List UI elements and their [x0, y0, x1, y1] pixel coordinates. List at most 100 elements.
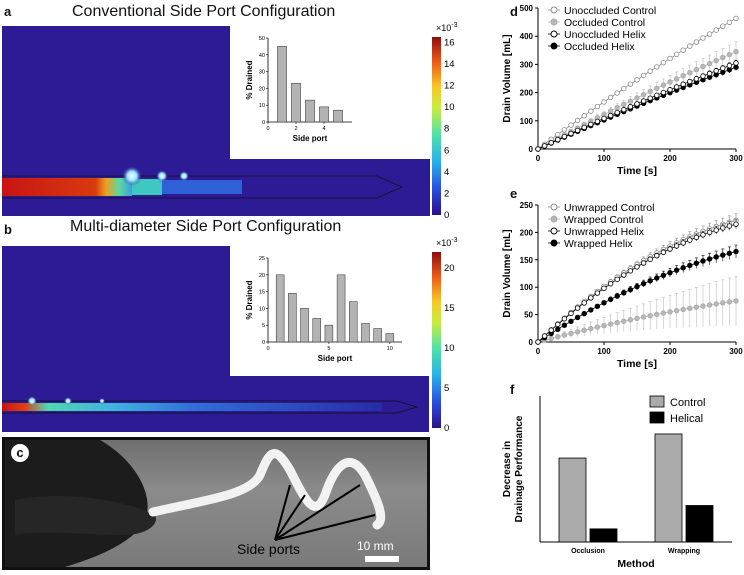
data-point — [687, 262, 693, 269]
data-point — [594, 324, 601, 330]
panel-a-colorbar: 16 14 12 10 8 6 4 2 0 ×10-3 — [430, 14, 470, 224]
data-point — [588, 121, 594, 128]
data-point — [640, 314, 647, 320]
data-point — [647, 88, 653, 95]
data-point — [561, 332, 568, 338]
data-point — [660, 249, 667, 256]
bar — [324, 324, 334, 343]
colorbar-tick-label: 2 — [444, 188, 449, 199]
data-point — [667, 269, 673, 276]
data-point — [588, 108, 594, 114]
bar — [277, 46, 287, 123]
data-point — [574, 314, 581, 321]
y-tick-label: 5 — [262, 323, 265, 329]
data-point — [660, 310, 667, 316]
catheter-tube — [2, 403, 382, 411]
data-point — [673, 307, 680, 314]
x-tick-label: 100 — [597, 347, 611, 356]
data-point — [568, 122, 574, 128]
data-point — [687, 78, 693, 85]
data-point — [706, 256, 713, 262]
y-tick-label: 300 — [520, 60, 534, 69]
data-point — [660, 272, 667, 278]
data-point — [588, 325, 594, 332]
y-tick-label: 200 — [520, 228, 534, 237]
data-point — [733, 60, 739, 66]
data-point — [601, 99, 607, 105]
legend-label: Wrapped Control — [564, 214, 643, 226]
data-point — [726, 62, 733, 69]
y-axis-label: % Drained — [245, 60, 254, 99]
data-point — [581, 310, 587, 317]
data-point — [614, 319, 620, 326]
legend-marker — [550, 203, 558, 211]
data-point — [634, 95, 640, 101]
y-axis-label: % Drained — [245, 280, 254, 319]
data-point — [574, 305, 581, 311]
data-point — [568, 310, 574, 317]
legend-label: Unoccluded Helix — [564, 29, 646, 41]
data-point — [627, 98, 634, 104]
panel-a-inset-svg: 0 10 20 30 40 50 0 2 4 Side port % Drained — [245, 36, 352, 143]
data-point — [706, 31, 713, 37]
legend-marker — [550, 215, 558, 223]
data-point — [720, 54, 726, 61]
data-point — [693, 39, 700, 45]
bar — [373, 328, 382, 343]
data-point — [614, 276, 620, 283]
bar — [319, 106, 329, 123]
legend-marker — [550, 6, 558, 14]
data-point — [581, 113, 587, 119]
bar — [589, 528, 618, 543]
colorbar-tick-label: 0 — [444, 423, 449, 434]
x-tick-label: 2 — [294, 126, 297, 132]
colorbar-tick-label: 15 — [444, 303, 455, 314]
scale-bar-label: 10 mm — [357, 539, 394, 553]
data-point — [555, 321, 561, 328]
port-glow — [27, 396, 37, 406]
data-point — [640, 72, 647, 79]
y-axis-label-line2: Drainage Performance — [514, 415, 525, 522]
y-tick-label: 10 — [259, 103, 265, 109]
bar — [558, 457, 587, 543]
data-point — [654, 64, 660, 70]
data-point — [574, 127, 581, 134]
data-point — [548, 335, 554, 342]
colorbar-tick-label: 10 — [444, 102, 455, 113]
scale-bar — [365, 556, 399, 562]
data-point — [647, 312, 653, 319]
data-point — [700, 258, 706, 264]
legend-marker — [550, 227, 558, 235]
data-point — [733, 298, 739, 304]
data-point — [647, 278, 653, 284]
x-tick-label: Wrapping — [668, 548, 700, 555]
data-point — [706, 70, 713, 77]
data-point — [601, 322, 607, 329]
colorbar-rect — [432, 37, 441, 215]
data-point — [601, 300, 607, 306]
legend-marker — [550, 30, 558, 38]
panel-b-title: Multi-diameter Side Port Configuration — [70, 218, 342, 235]
bar — [336, 274, 346, 343]
data-point — [634, 283, 640, 290]
colorbar-exponent-power: -3 — [451, 237, 457, 244]
panel-b-inset-chart: 0 5 10 15 20 25 0 5 10 Side port % Drained — [242, 250, 412, 370]
colorbar-exponent: ×10-3 — [436, 22, 458, 33]
data-point — [680, 306, 686, 313]
data-point — [621, 85, 627, 92]
x-tick-label: 0 — [266, 126, 269, 132]
data-point — [726, 223, 733, 229]
data-point — [687, 69, 693, 76]
x-axis-label: Side port — [318, 354, 353, 363]
colorbar-tick-label: 5 — [444, 383, 449, 394]
y-tick-label: 250 — [520, 201, 534, 210]
panel-d-svg: 0 100 200 300 400 500 0 100 200 300 Time [s] Drain … — [502, 4, 743, 177]
data-point — [581, 124, 587, 131]
data-point — [680, 265, 686, 271]
colorbar-tick-label: 4 — [444, 167, 449, 178]
data-point — [621, 290, 627, 296]
panel-e-chart: 0 50 100 150 200 250 0 100 200 300 Time [s] Drain V… — [490, 190, 744, 380]
data-point — [548, 140, 554, 146]
data-point — [700, 303, 706, 309]
data-point — [667, 79, 673, 85]
